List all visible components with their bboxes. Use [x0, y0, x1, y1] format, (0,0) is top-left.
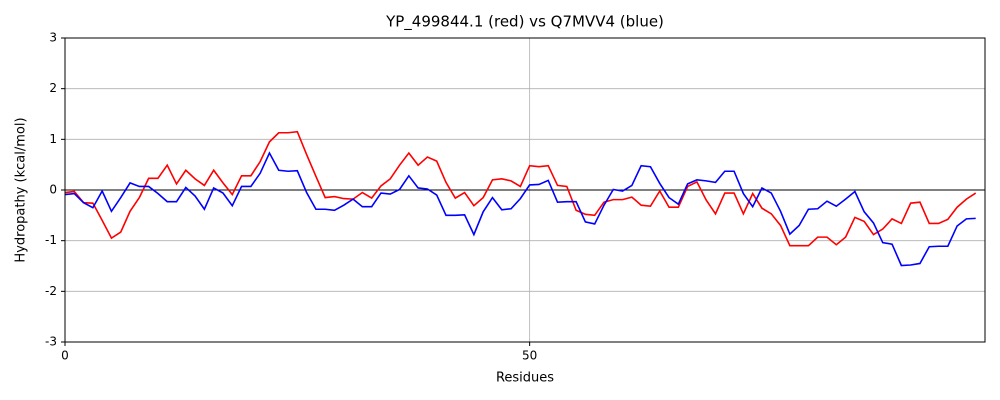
- series-line: [64, 151, 976, 267]
- x-axis-label: Residues: [496, 371, 554, 386]
- y-tick-label: -1: [45, 233, 57, 247]
- x-tick-label: 50: [522, 349, 537, 363]
- series-line: [64, 130, 977, 247]
- y-tick-label: 0: [49, 183, 57, 197]
- chart-title: YP_499844.1 (red) vs Q7MVV4 (blue): [385, 13, 664, 32]
- y-tick-label: 3: [49, 31, 57, 45]
- x-tick-label: 0: [61, 349, 69, 363]
- y-tick-label: -2: [45, 284, 57, 298]
- y-axis-label: Hydropathy (kcal/mol): [14, 117, 29, 262]
- plot-frame: [64, 37, 986, 343]
- y-tick-label: 2: [49, 81, 57, 95]
- y-tick-label: 1: [49, 132, 57, 146]
- y-tick-label: -3: [45, 335, 57, 349]
